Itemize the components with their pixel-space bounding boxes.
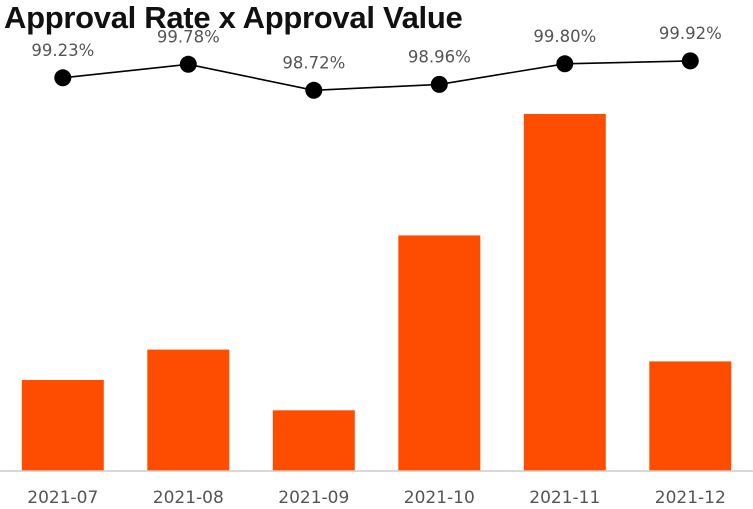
data-label-2021-09: 98.72% [282,53,345,72]
bar-2021-12 [649,361,732,471]
line-point-2021-12 [681,52,699,70]
line-point-2021-07 [54,69,72,87]
bar-2021-10 [398,235,481,471]
line-point-2021-10 [430,75,448,93]
x-tick-label: 2021-08 [153,488,224,508]
bar-2021-09 [272,410,355,471]
x-tick-label: 2021-07 [27,488,98,508]
data-label-2021-11: 99.80% [533,27,596,46]
x-tick-label: 2021-10 [404,488,475,508]
x-tick-label: 2021-12 [655,488,726,508]
chart-title: Approval Rate x Approval Value [4,0,463,35]
bar-2021-07 [21,380,104,471]
x-tick-label: 2021-09 [278,488,349,508]
line-point-2021-09 [305,81,323,99]
approval-rate-line [62,60,691,92]
x-tick-label: 2021-11 [529,488,600,508]
bar-2021-08 [147,349,230,471]
data-label-2021-08: 99.78% [157,27,220,46]
bar-2021-11 [523,114,606,471]
data-label-2021-10: 98.96% [408,47,471,66]
data-label-2021-12: 99.92% [659,24,722,43]
line-point-2021-08 [179,55,197,73]
line-point-2021-11 [556,55,574,73]
data-label-2021-07: 99.23% [31,41,94,60]
